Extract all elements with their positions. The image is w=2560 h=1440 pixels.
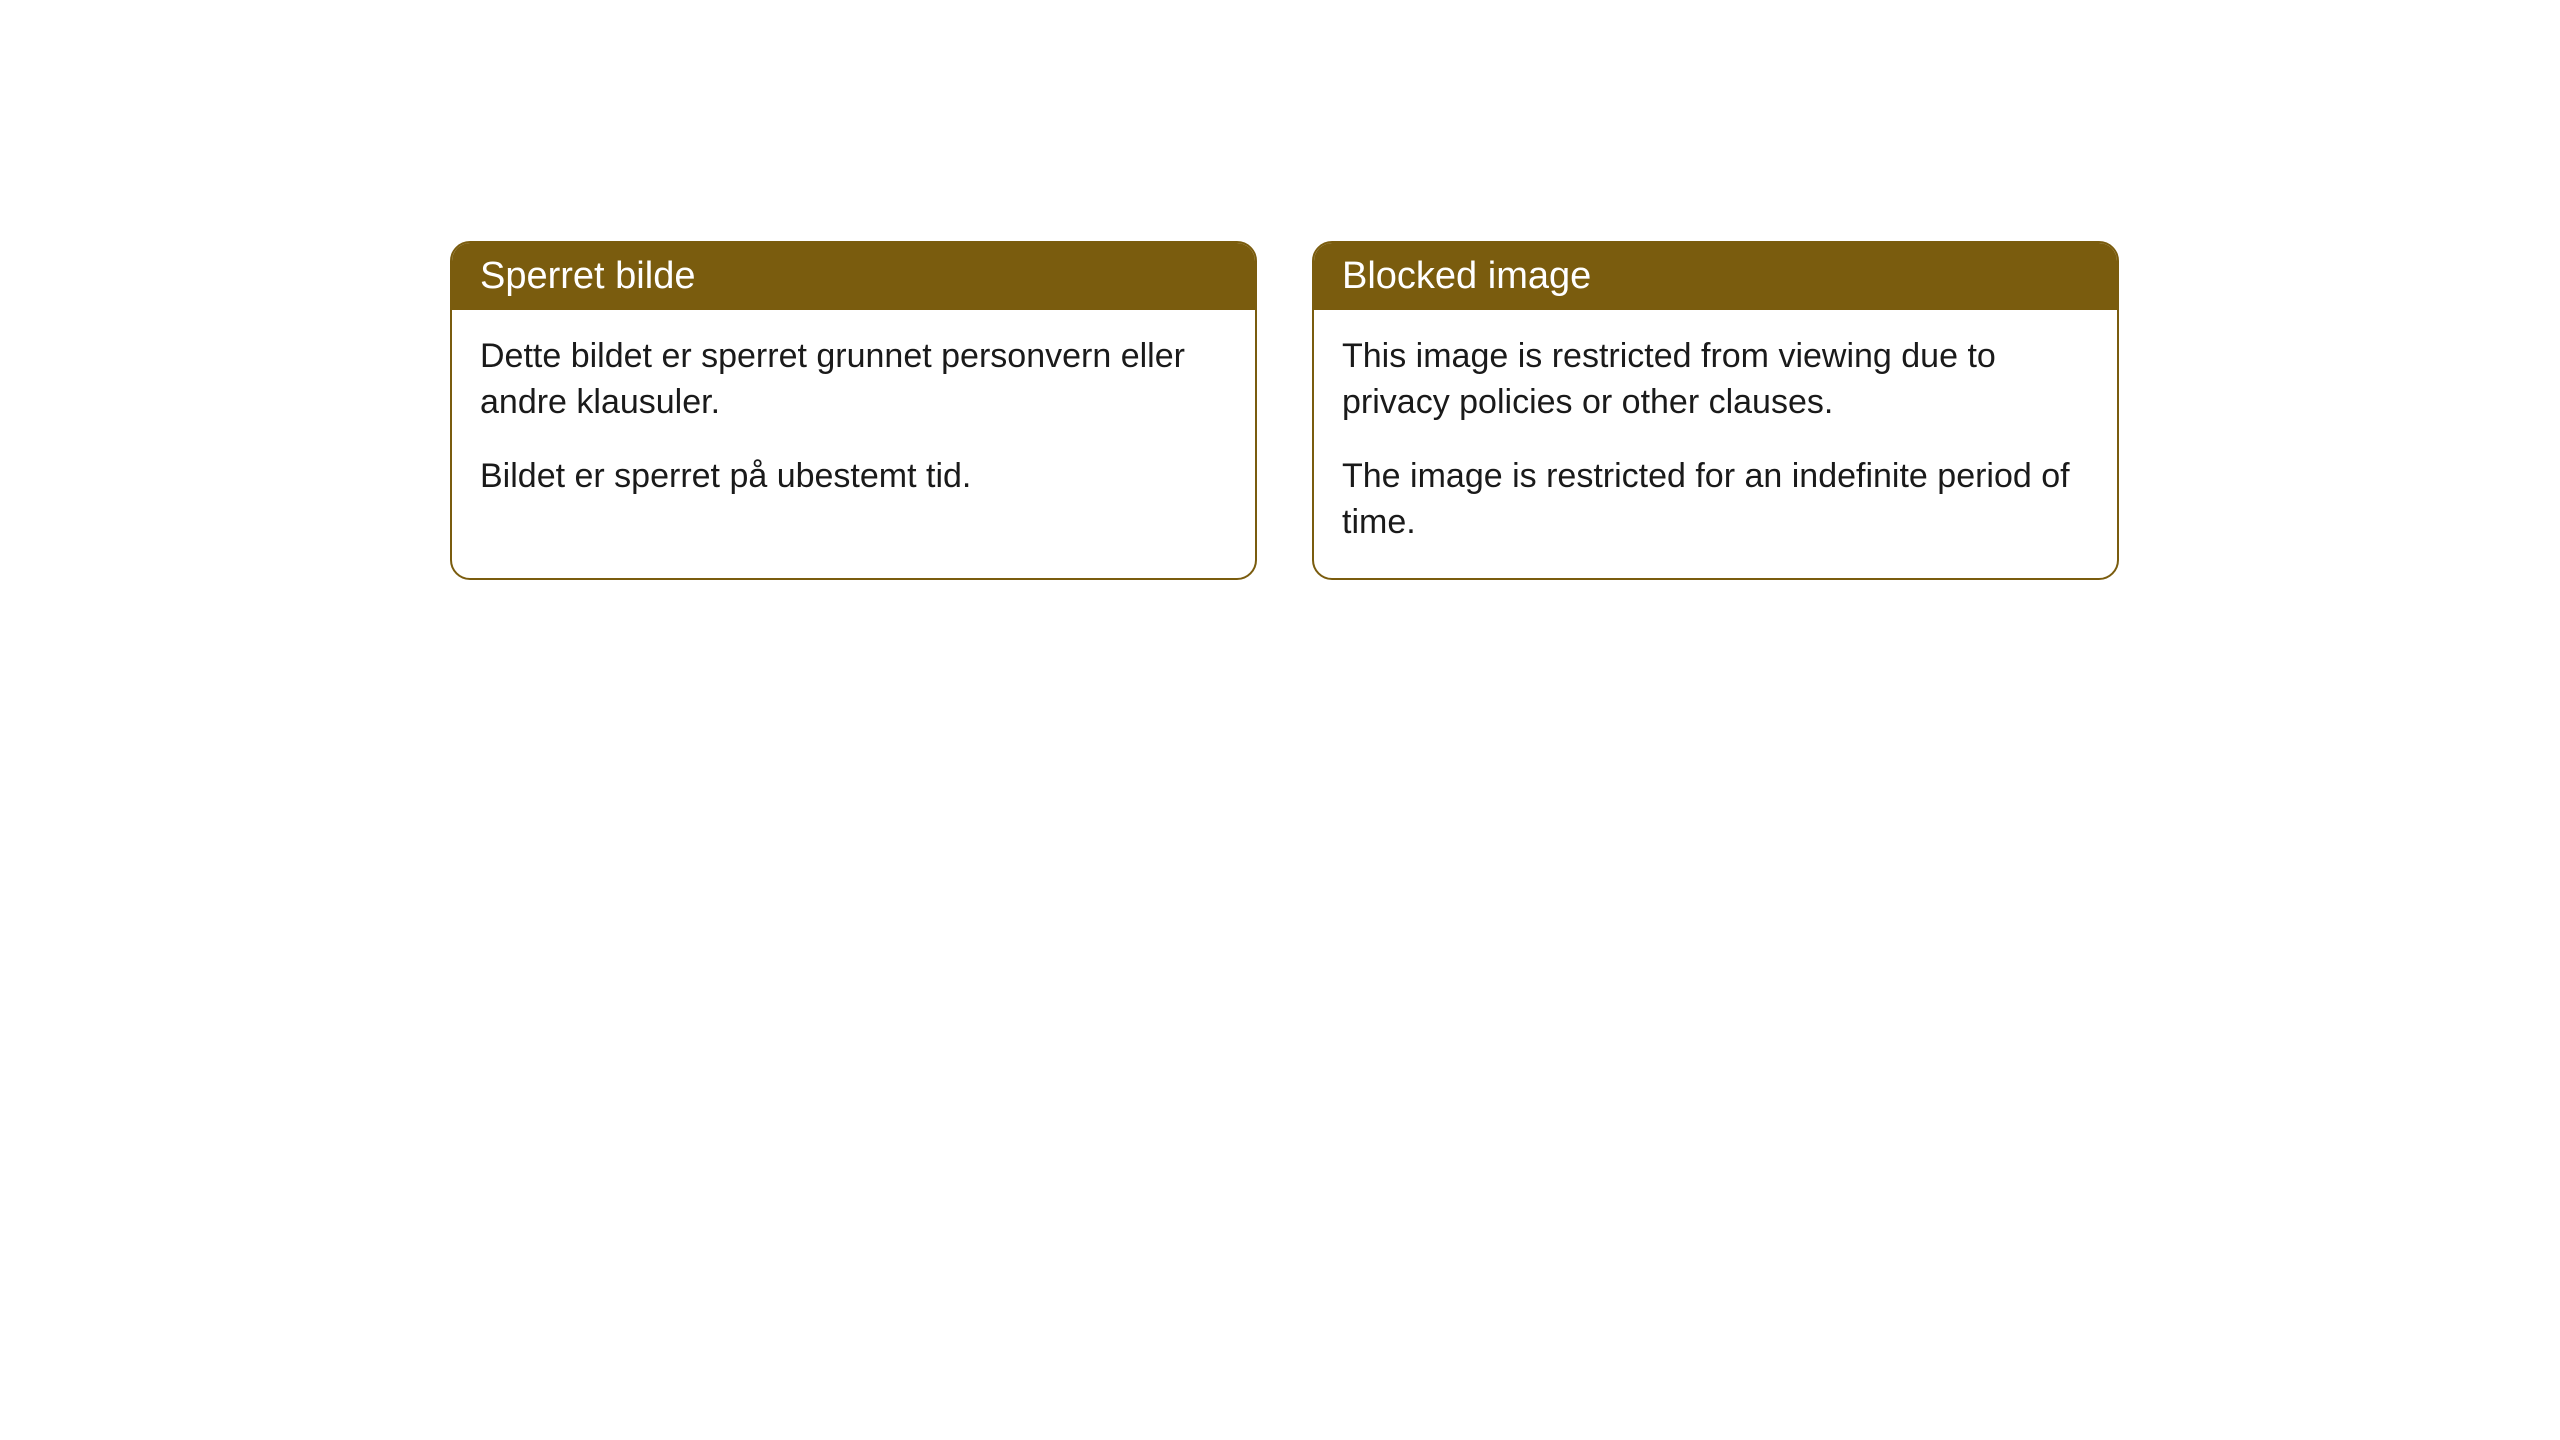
notice-box-english: Blocked image This image is restricted f… — [1312, 241, 2119, 580]
notices-container: Sperret bilde Dette bildet er sperret gr… — [450, 241, 2119, 580]
notice-header: Sperret bilde — [452, 243, 1255, 310]
notice-paragraph: Dette bildet er sperret grunnet personve… — [480, 334, 1227, 426]
notice-paragraph: This image is restricted from viewing du… — [1342, 334, 2089, 426]
notice-paragraph: Bildet er sperret på ubestemt tid. — [480, 454, 1227, 500]
notice-body: This image is restricted from viewing du… — [1314, 310, 2117, 578]
notice-box-norwegian: Sperret bilde Dette bildet er sperret gr… — [450, 241, 1257, 580]
notice-paragraph: The image is restricted for an indefinit… — [1342, 454, 2089, 546]
notice-header: Blocked image — [1314, 243, 2117, 310]
notice-body: Dette bildet er sperret grunnet personve… — [452, 310, 1255, 532]
